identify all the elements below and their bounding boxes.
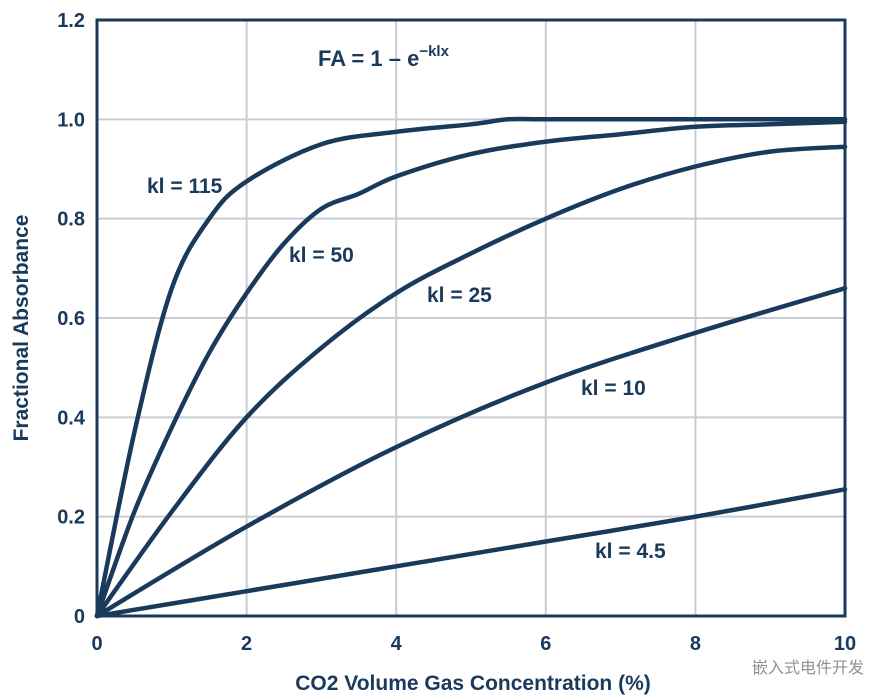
formula-exponent: −klx bbox=[419, 43, 449, 60]
formula-annotation: FA = 1 – e−klx bbox=[318, 43, 450, 71]
y-tick-label: 0.6 bbox=[57, 308, 85, 330]
y-axis-label: Fractional Absorbance bbox=[10, 215, 33, 442]
y-tick-label: 0.8 bbox=[57, 209, 85, 231]
series-line-1 bbox=[94, 116, 848, 619]
watermark-text: 嵌入式电件开发 bbox=[751, 658, 864, 677]
series-labels: kl = 115 kl = 50 kl = 25 kl = 10 kl = 4.5 bbox=[147, 175, 666, 563]
x-tick-label: 8 bbox=[690, 633, 701, 655]
y-tick-label: 0 bbox=[74, 606, 85, 628]
series-line-2 bbox=[94, 119, 848, 619]
series-group bbox=[94, 116, 848, 619]
plot-frame bbox=[95, 18, 847, 618]
series-label: kl = 10 bbox=[581, 377, 646, 400]
x-tick-label: 0 bbox=[91, 633, 102, 655]
series-label: kl = 4.5 bbox=[595, 540, 666, 563]
x-tick-label: 4 bbox=[391, 633, 403, 655]
y-tick-label: 0.4 bbox=[57, 407, 86, 429]
series-label: kl = 115 bbox=[147, 175, 223, 198]
y-tick-label: 0.2 bbox=[57, 507, 85, 529]
tick-labels: 0 2 4 6 8 10 0 0.2 0.4 0.6 0.8 1.0 1.2 bbox=[57, 10, 856, 655]
x-tick-label: 2 bbox=[241, 633, 252, 655]
series-line-5 bbox=[94, 487, 848, 619]
series-label: kl = 50 bbox=[289, 244, 354, 267]
series-label: kl = 25 bbox=[427, 284, 492, 307]
series-line-3 bbox=[94, 144, 848, 619]
x-tick-label: 10 bbox=[834, 633, 856, 655]
formula-base: FA = 1 – e bbox=[318, 46, 419, 71]
x-tick-label: 6 bbox=[540, 633, 551, 655]
y-tick-label: 1.2 bbox=[57, 10, 85, 32]
series-line-4 bbox=[94, 285, 848, 619]
x-axis-label: CO2 Volume Gas Concentration (%) bbox=[295, 672, 651, 695]
y-tick-label: 1.0 bbox=[57, 109, 85, 131]
